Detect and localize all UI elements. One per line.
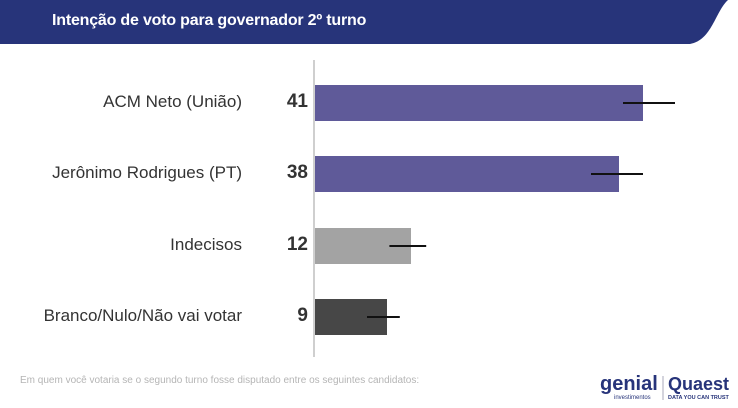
- data-label: 38: [286, 162, 308, 183]
- header-band: [0, 0, 728, 44]
- bar: [315, 85, 643, 121]
- category-label: ACM Neto (União): [103, 92, 242, 111]
- genial-logo-sub: investimentos: [614, 395, 651, 401]
- category-label: Indecisos: [170, 235, 242, 254]
- chart-title: Intenção de voto para governador 2º turn…: [52, 12, 367, 29]
- logos: genial investimentos Quaest DATA YOU CAN…: [600, 372, 730, 407]
- footnote: Em quem você votaria se o segundo turno …: [20, 375, 420, 386]
- bar: [315, 156, 619, 192]
- data-label: 12: [286, 234, 308, 255]
- genial-logo: genial: [600, 373, 658, 395]
- data-label: 41: [286, 91, 308, 112]
- category-label: Jerônimo Rodrigues (PT): [52, 163, 242, 182]
- quaest-logo-sub: DATA YOU CAN TRUST: [668, 395, 730, 401]
- data-label: 9: [297, 305, 308, 326]
- category-label: Branco/Nulo/Não vai votar: [43, 306, 242, 325]
- quaest-logo: Quaest: [668, 374, 729, 394]
